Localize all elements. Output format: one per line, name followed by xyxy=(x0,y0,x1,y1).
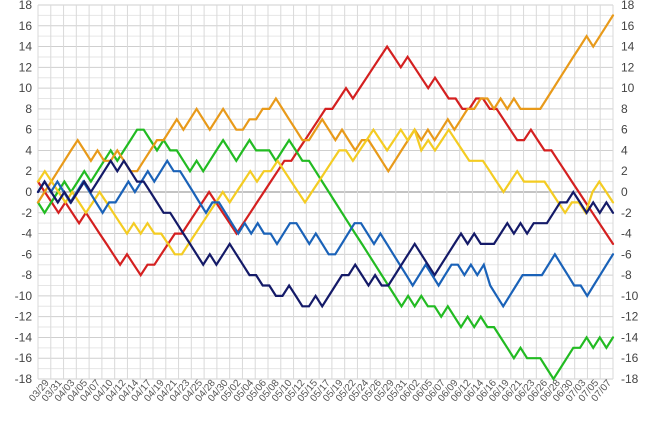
y-tick-label: -18 xyxy=(15,372,33,386)
y-tick-label: 12 xyxy=(19,60,33,74)
y-tick-label: -6 xyxy=(621,247,632,261)
y-tick-label: 6 xyxy=(621,123,628,137)
series-line-3 xyxy=(36,14,615,204)
y-tick-label: -4 xyxy=(621,227,632,241)
y-tick-label: -8 xyxy=(621,268,632,282)
y-tick-label: -14 xyxy=(621,330,639,344)
y-tick-label: 18 xyxy=(19,0,33,12)
y-tick-label: -10 xyxy=(15,289,33,303)
y-tick-label: 4 xyxy=(25,143,32,157)
y-tick-label: 6 xyxy=(25,123,32,137)
series-lines xyxy=(36,14,615,382)
y-tick-label: 2 xyxy=(621,164,628,178)
y-tick-label: -16 xyxy=(621,351,639,365)
y-tick-label: -2 xyxy=(621,206,632,220)
y-tick-label: 0 xyxy=(621,185,628,199)
y-tick-label: -10 xyxy=(621,289,639,303)
y-tick-label: -12 xyxy=(15,310,33,324)
y-axis-right: 18 16 14 12 10 8 6 4 2 0 -2 -4 -6 -8 -10 -12 -14 -16 -18 xyxy=(621,0,639,386)
y-tick-label: -8 xyxy=(21,268,32,282)
y-tick-label: 16 xyxy=(19,19,33,33)
y-tick-label: 10 xyxy=(19,81,33,95)
y-tick-label: -12 xyxy=(621,310,639,324)
y-tick-label: -18 xyxy=(621,372,639,386)
gridlines xyxy=(37,4,614,380)
y-tick-label: 8 xyxy=(25,102,32,116)
y-tick-label: -6 xyxy=(21,247,32,261)
y-tick-label: -2 xyxy=(21,206,32,220)
y-tick-label: 16 xyxy=(621,19,635,33)
y-tick-label: 18 xyxy=(621,0,635,12)
y-tick-label: 0 xyxy=(25,185,32,199)
y-tick-label: 14 xyxy=(19,40,33,54)
y-tick-label: 12 xyxy=(621,60,635,74)
series-line-6 xyxy=(36,158,615,309)
series-line-5 xyxy=(36,158,615,309)
y-tick-label: 8 xyxy=(621,102,628,116)
y-tick-label: 4 xyxy=(621,143,628,157)
y-tick-label: 14 xyxy=(621,40,635,54)
y-tick-label: -16 xyxy=(15,351,33,365)
y-tick-label: 2 xyxy=(25,164,32,178)
y-axis-left: 18 16 14 12 10 8 6 4 2 0 -2 -4 -6 -8 -10 -12 -14 -16 -18 xyxy=(15,0,33,386)
y-tick-label: 10 xyxy=(621,81,635,95)
series-line-4 xyxy=(36,127,615,256)
y-tick-label: -14 xyxy=(15,330,33,344)
y-tick-label: -4 xyxy=(21,227,32,241)
series-line-2 xyxy=(36,128,615,382)
x-axis: 03/2903/3104/0304/0504/0704/1004/1204/14… xyxy=(27,378,614,405)
series-line-1 xyxy=(36,44,615,278)
